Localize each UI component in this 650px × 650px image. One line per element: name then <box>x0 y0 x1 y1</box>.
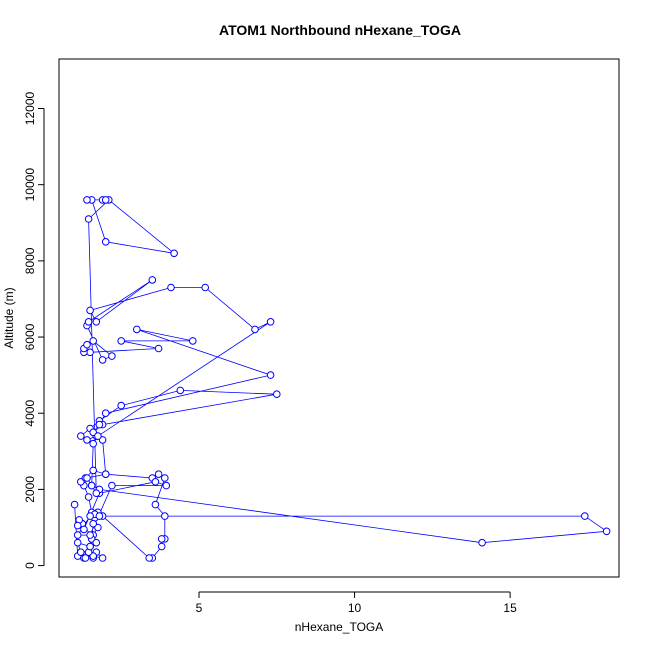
plot-area <box>70 196 611 562</box>
data-point <box>145 554 153 562</box>
data-point <box>151 500 160 509</box>
chart-title: ATOM1 Northbound nHexane_TOGA <box>219 22 461 38</box>
data-point <box>86 531 94 539</box>
data-point <box>108 352 116 360</box>
data-point <box>148 276 157 284</box>
x-tick-label: 5 <box>196 601 203 615</box>
data-point <box>80 525 88 534</box>
data-point <box>86 512 94 520</box>
data-point <box>84 493 93 501</box>
data-point <box>167 283 175 292</box>
x-axis: 5 10 15 <box>196 591 517 615</box>
data-point <box>251 325 259 334</box>
data-point <box>77 432 85 440</box>
data-point <box>89 466 97 475</box>
data-point <box>101 409 110 418</box>
data-point <box>154 344 163 353</box>
y-tick-label: 4000 <box>23 400 37 427</box>
data-point <box>108 481 116 490</box>
data-point <box>70 500 79 509</box>
data-point <box>98 554 107 562</box>
y-tick-label: 0 <box>23 562 37 569</box>
data-point <box>266 318 275 326</box>
data-point <box>157 542 166 551</box>
data-point <box>162 481 171 490</box>
y-axis: 0 2000 4000 6000 8000 10000 12000 <box>23 92 45 569</box>
data-point <box>478 538 486 547</box>
data-point <box>581 512 589 520</box>
data-point <box>83 196 91 204</box>
data-point <box>92 318 101 326</box>
x-tick-label: 10 <box>348 601 362 615</box>
y-tick-label: 6000 <box>23 323 37 350</box>
data-point <box>157 535 166 543</box>
data-point <box>201 283 209 292</box>
data-point <box>133 325 141 334</box>
y-tick-label: 2000 <box>23 476 37 503</box>
data-point <box>89 519 97 528</box>
data-point <box>84 215 93 223</box>
data-point <box>77 548 85 557</box>
y-tick-label: 10000 <box>23 168 37 202</box>
data-points <box>70 196 611 562</box>
data-point <box>86 306 94 315</box>
data-point <box>161 512 169 520</box>
data-point <box>117 401 125 410</box>
data-point <box>81 554 90 562</box>
data-point <box>73 521 82 530</box>
data-point <box>161 474 169 482</box>
data-point <box>83 436 91 444</box>
data-point <box>154 470 163 479</box>
data-point <box>189 337 197 345</box>
x-tick-label: 15 <box>503 601 517 615</box>
data-point <box>73 531 82 539</box>
x-axis-label: nHexane_TOGA <box>295 620 384 634</box>
data-point <box>101 238 110 246</box>
data-point <box>98 356 107 364</box>
data-point <box>94 432 102 440</box>
data-point <box>86 542 94 551</box>
data-point <box>87 481 96 490</box>
data-point <box>101 196 110 204</box>
data-point <box>602 527 611 536</box>
plot-frame <box>58 58 620 578</box>
data-point <box>84 318 93 326</box>
data-point <box>73 538 82 547</box>
data-point <box>273 390 281 399</box>
data-point <box>101 470 110 479</box>
data-point <box>117 337 125 345</box>
y-axis-label: Altitude (m) <box>2 287 16 348</box>
data-point <box>170 249 178 258</box>
data-point <box>92 489 101 498</box>
data-point <box>92 538 101 547</box>
y-tick-label: 12000 <box>23 92 37 126</box>
data-point <box>89 439 97 448</box>
data-point <box>176 386 185 395</box>
data-point <box>86 348 94 357</box>
data-point <box>95 512 104 520</box>
data-point <box>83 340 91 349</box>
data-point <box>83 474 91 482</box>
data-point <box>95 420 104 429</box>
data-point <box>266 371 275 379</box>
data-point <box>89 337 97 345</box>
y-tick-label: 8000 <box>23 247 37 274</box>
data-point <box>151 478 160 486</box>
